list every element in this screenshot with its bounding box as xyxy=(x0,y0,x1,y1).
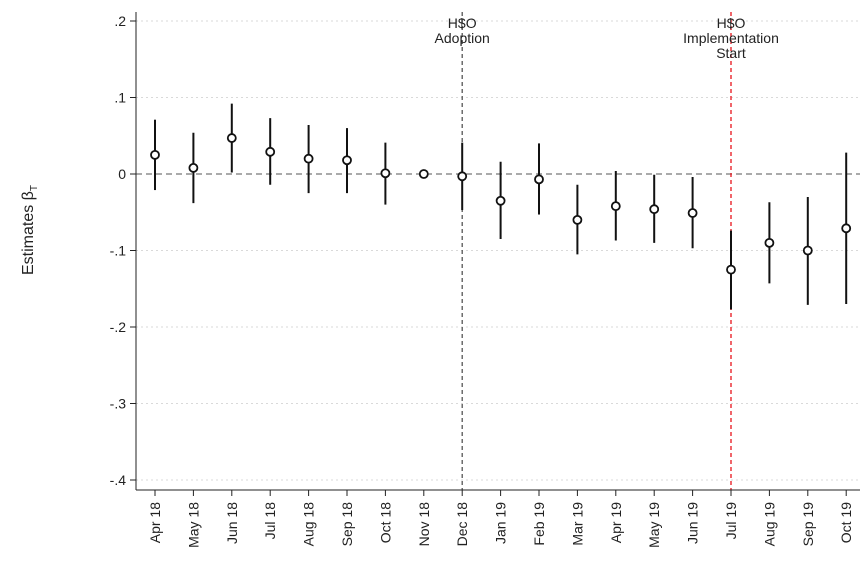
point-estimate xyxy=(534,174,544,185)
point-estimate xyxy=(610,201,621,212)
x-tick-labels: Apr 18 May 18 Jun 18 Jul 18 Aug 18 Sep 18 Oct … xyxy=(147,502,854,548)
event-label: H$O xyxy=(448,15,477,31)
y-tick-label: .2 xyxy=(114,13,126,29)
point-estimate xyxy=(802,245,813,256)
point-estimate xyxy=(457,171,468,182)
y-tick-label: .1 xyxy=(114,90,126,106)
point-estimate xyxy=(380,168,391,179)
point-estimate xyxy=(150,149,160,160)
point-estimate xyxy=(764,237,775,248)
point-estimate xyxy=(265,146,276,157)
x-tick-label: Feb 19 xyxy=(531,502,547,546)
x-tick-label: Apr 18 xyxy=(147,502,163,543)
x-tick-label: Aug 18 xyxy=(301,502,317,547)
point-estimate xyxy=(342,155,352,166)
x-tick-label: Jun 18 xyxy=(224,502,240,544)
y-tick-label: 0 xyxy=(118,166,126,182)
point-estimate xyxy=(418,169,429,179)
point-estimate xyxy=(226,133,237,143)
x-tick-label: May 19 xyxy=(646,502,662,548)
event-label: H$O xyxy=(717,15,746,31)
x-tick-label: Jul 18 xyxy=(262,502,278,540)
y-tick-label: -.1 xyxy=(110,243,127,259)
point-estimate xyxy=(572,214,583,225)
y-tick-label: -.2 xyxy=(110,319,127,335)
y-axis-label-main: Estimates β xyxy=(20,191,37,275)
x-tick-label: Jul 19 xyxy=(723,502,739,540)
x-tick-label: Mar 19 xyxy=(569,502,585,546)
x-tick-label: Jan 19 xyxy=(493,502,509,544)
point-estimate xyxy=(303,153,314,164)
point-estimate xyxy=(841,223,852,234)
point-estimate xyxy=(649,204,660,215)
estimate-marks xyxy=(150,103,852,310)
x-tick-label: Sep 18 xyxy=(339,502,355,547)
point-estimate xyxy=(495,195,506,206)
y-tick-label: -.3 xyxy=(110,396,127,412)
x-tick-label: Dec 18 xyxy=(454,502,470,547)
x-tick-label: Aug 19 xyxy=(761,502,777,547)
x-tick-label: May 18 xyxy=(185,502,201,548)
event-label: Implementation xyxy=(683,30,779,46)
x-tick-label: Apr 19 xyxy=(608,502,624,543)
x-tick-label: Sep 19 xyxy=(800,502,816,547)
point-estimate xyxy=(726,264,736,275)
y-tick-labels: .2 .1 0 -.1 -.2 -.3 -.4 xyxy=(110,13,127,488)
x-tick-label: Oct 18 xyxy=(377,502,393,543)
x-tick-label: Nov 18 xyxy=(416,502,432,547)
axes xyxy=(130,12,860,496)
point-estimate xyxy=(687,208,698,218)
x-tick-label: Jun 19 xyxy=(685,502,701,544)
event-label: Start xyxy=(716,45,746,61)
gridlines xyxy=(136,20,860,481)
y-axis-label-subscript: T xyxy=(29,185,40,191)
event-label: Adoption xyxy=(435,30,490,46)
y-tick-label: -.4 xyxy=(110,472,127,488)
x-tick-label: Oct 19 xyxy=(838,502,854,543)
y-axis-label: Estimates βT xyxy=(20,185,40,275)
point-estimate xyxy=(188,162,199,173)
